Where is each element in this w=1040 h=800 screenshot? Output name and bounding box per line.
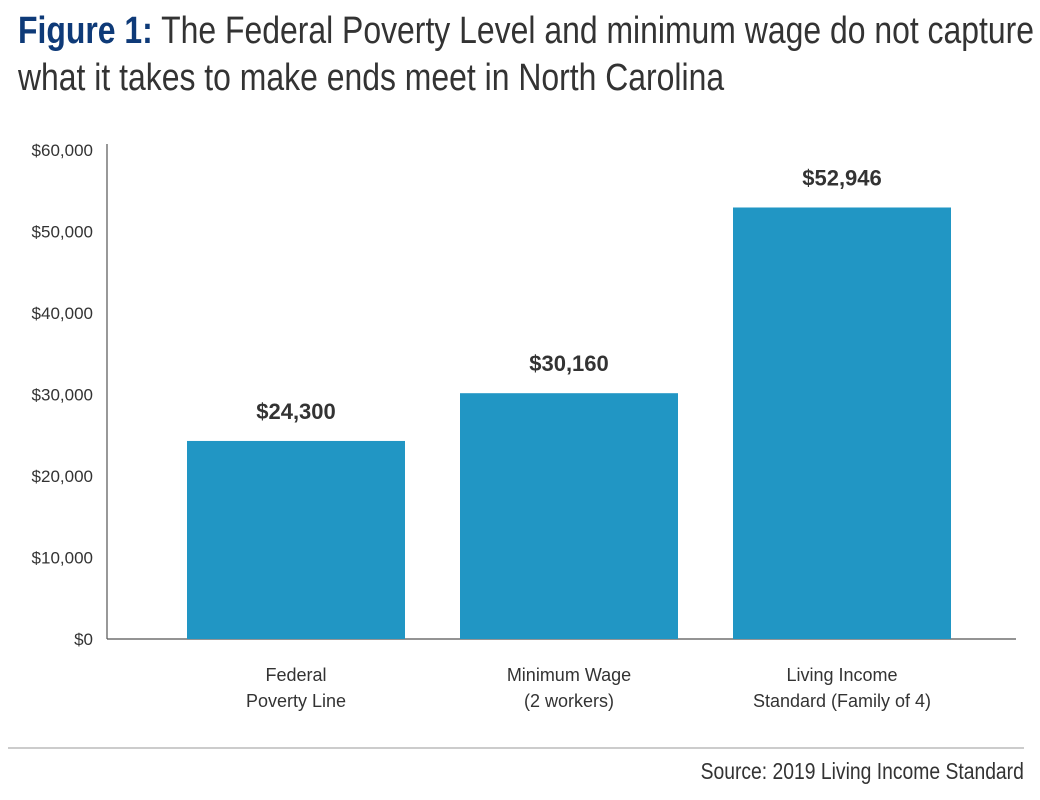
bar bbox=[733, 207, 951, 639]
title-line-2: what it takes to make ends meet in North… bbox=[18, 57, 725, 99]
y-tick-label: $60,000 bbox=[32, 141, 93, 160]
data-label: $24,300 bbox=[256, 399, 336, 424]
data-label: $30,160 bbox=[529, 351, 609, 376]
y-tick-label: $40,000 bbox=[32, 304, 93, 323]
title-line-1: The Federal Poverty Level and minimum wa… bbox=[161, 10, 1035, 52]
x-tick-label: Standard (Family of 4) bbox=[753, 691, 931, 711]
figure-label: Figure 1: bbox=[18, 10, 153, 52]
y-tick-label: $50,000 bbox=[32, 223, 93, 242]
y-tick-label: $0 bbox=[74, 630, 93, 649]
bar bbox=[187, 440, 405, 639]
y-tick-label: $20,000 bbox=[32, 467, 93, 486]
x-tick-label: Federal bbox=[265, 665, 326, 685]
source-note: Source: 2019 Living Income Standard bbox=[700, 758, 1024, 784]
x-tick-label: (2 workers) bbox=[524, 691, 614, 711]
x-tick-label: Minimum Wage bbox=[507, 665, 631, 685]
x-tick-label: Poverty Line bbox=[246, 691, 346, 711]
bar bbox=[460, 393, 678, 639]
x-tick-label: Living Income bbox=[786, 665, 897, 685]
y-tick-label: $10,000 bbox=[32, 549, 93, 568]
data-label: $52,946 bbox=[802, 165, 882, 190]
y-tick-label: $30,000 bbox=[32, 386, 93, 405]
chart-title: Figure 1: The Federal Poverty Level and … bbox=[18, 8, 1034, 102]
